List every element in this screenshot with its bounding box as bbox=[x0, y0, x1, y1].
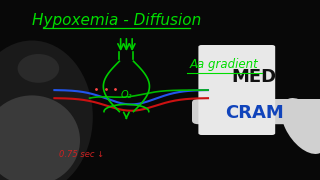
Text: 0.75 sec ↓: 0.75 sec ↓ bbox=[59, 150, 104, 159]
Text: O₂: O₂ bbox=[121, 90, 132, 100]
Ellipse shape bbox=[18, 54, 59, 83]
Ellipse shape bbox=[0, 95, 80, 180]
Ellipse shape bbox=[281, 98, 320, 154]
Text: MED: MED bbox=[232, 68, 277, 86]
Ellipse shape bbox=[0, 40, 93, 180]
FancyBboxPatch shape bbox=[198, 45, 275, 135]
FancyBboxPatch shape bbox=[192, 99, 320, 124]
Text: Aa gradient: Aa gradient bbox=[190, 58, 258, 71]
Text: CRAM: CRAM bbox=[225, 104, 284, 122]
Text: Hypoxemia - Diffusion: Hypoxemia - Diffusion bbox=[32, 13, 201, 28]
